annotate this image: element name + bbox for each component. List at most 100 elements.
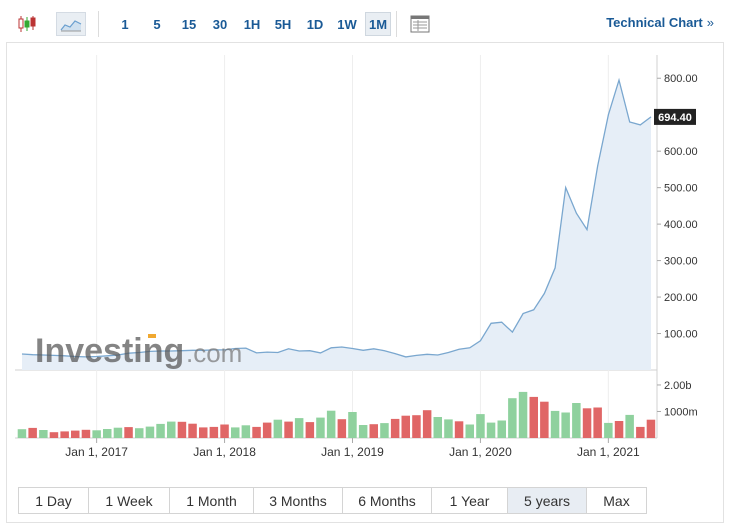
price-point bbox=[256, 352, 258, 354]
volume-bar bbox=[17, 429, 27, 438]
timeframe-5h-button[interactable]: 5H bbox=[274, 16, 292, 32]
volume-bar bbox=[636, 426, 645, 438]
price-tick-label: 800.00 bbox=[664, 73, 698, 85]
x-tick-label: Jan 1, 2019 bbox=[321, 445, 384, 459]
volume-bar bbox=[646, 419, 656, 438]
price-point bbox=[384, 350, 386, 352]
price-point bbox=[533, 309, 535, 311]
volume-bar bbox=[348, 412, 357, 438]
price-point bbox=[309, 350, 311, 352]
volume-bar bbox=[358, 425, 368, 438]
volume-bar bbox=[476, 414, 485, 438]
volume-bar bbox=[60, 431, 69, 438]
volume-bar bbox=[422, 410, 432, 438]
timeframe-1d-button[interactable]: 1D bbox=[306, 16, 324, 32]
investing-watermark: Investing .com bbox=[35, 332, 242, 370]
price-point bbox=[490, 323, 492, 325]
toolbar-separator bbox=[396, 11, 397, 37]
volume-bar bbox=[390, 418, 400, 438]
range-3-months-button[interactable]: 3 Months bbox=[254, 488, 343, 513]
volume-bar bbox=[156, 423, 165, 438]
volume-tick-label: 2.00b bbox=[664, 380, 692, 392]
price-chart[interactable]: Investing .com Jan 1, 2017 Jan 1, 2018 Jan… bbox=[0, 0, 730, 480]
price-point bbox=[405, 356, 407, 358]
volume-bar bbox=[369, 424, 378, 438]
watermark-suffix: .com bbox=[186, 338, 242, 368]
price-point bbox=[640, 124, 642, 126]
x-tick-label: Jan 1, 2021 bbox=[577, 445, 640, 459]
volume-bar bbox=[49, 432, 59, 438]
range-5-years-button[interactable]: 5 years bbox=[508, 488, 587, 513]
x-tick-label: Jan 1, 2018 bbox=[193, 445, 256, 459]
price-point bbox=[554, 267, 556, 269]
range-1-month-button[interactable]: 1 Month bbox=[170, 488, 254, 513]
price-point bbox=[597, 165, 599, 167]
timeframe-1h-button[interactable]: 1H bbox=[243, 16, 261, 32]
price-point bbox=[426, 354, 428, 356]
range-1-day-button[interactable]: 1 Day bbox=[19, 488, 89, 513]
timeframe-15-button[interactable]: 15 bbox=[181, 16, 197, 32]
x-tick-label: Jan 1, 2017 bbox=[65, 445, 128, 459]
price-point bbox=[469, 347, 471, 349]
price-point bbox=[362, 350, 364, 352]
price-point bbox=[298, 350, 300, 352]
table-view-icon[interactable] bbox=[407, 12, 433, 36]
volume-bar bbox=[540, 401, 549, 438]
volume-bar bbox=[486, 422, 496, 438]
volume-bar bbox=[284, 421, 293, 438]
volume-bar bbox=[433, 417, 442, 438]
price-point bbox=[480, 340, 482, 342]
volume-bar bbox=[316, 417, 325, 438]
volume-bar bbox=[508, 398, 517, 438]
price-point bbox=[565, 187, 567, 189]
volume-bar bbox=[625, 414, 634, 438]
volume-bar bbox=[572, 403, 581, 438]
volume-tick-label: 1000m bbox=[664, 406, 698, 418]
technical-chart-label: Technical Chart bbox=[606, 15, 703, 30]
volume-bar bbox=[188, 423, 197, 438]
volume-bar bbox=[454, 421, 464, 438]
price-point bbox=[32, 354, 34, 356]
price-point bbox=[330, 347, 332, 349]
timeframe-1w-button[interactable]: 1W bbox=[337, 16, 357, 32]
volume-bar bbox=[103, 429, 112, 438]
price-point bbox=[458, 348, 460, 350]
timeframe-30-button[interactable]: 30 bbox=[212, 16, 228, 32]
range-1-week-button[interactable]: 1 Week bbox=[89, 488, 170, 513]
price-point bbox=[394, 353, 396, 355]
price-point bbox=[618, 79, 620, 81]
timeframe-1-button[interactable]: 1 bbox=[121, 16, 129, 32]
price-tick-label: 300.00 bbox=[664, 256, 698, 268]
range-max-button[interactable]: Max bbox=[587, 488, 646, 513]
price-point bbox=[266, 351, 268, 353]
volume-bar bbox=[294, 418, 304, 438]
range-6-months-button[interactable]: 6 Months bbox=[343, 488, 432, 513]
chart-toolbar: Technical Chart» 1 5 15 30 1H 5H 1D 1W 1M bbox=[6, 5, 724, 43]
watermark-accent bbox=[148, 334, 156, 338]
volume-bar bbox=[209, 426, 219, 438]
price-point bbox=[352, 348, 354, 350]
volume-bar bbox=[412, 415, 421, 438]
candlestick-icon[interactable] bbox=[14, 12, 40, 36]
volume-bar bbox=[177, 421, 187, 438]
range-1-year-button[interactable]: 1 Year bbox=[432, 488, 508, 513]
price-point bbox=[629, 121, 631, 123]
price-point bbox=[288, 348, 290, 350]
volume-bar bbox=[529, 396, 538, 438]
last-price-badge: 694.40 bbox=[654, 108, 696, 125]
volume-bar bbox=[465, 424, 474, 438]
price-tick-label: 100.00 bbox=[664, 329, 698, 341]
volume-bar bbox=[593, 407, 602, 438]
technical-chart-link[interactable]: Technical Chart» bbox=[606, 15, 714, 30]
volume-bar bbox=[614, 421, 624, 438]
volume-bar bbox=[167, 421, 176, 438]
price-point bbox=[277, 352, 279, 354]
price-point bbox=[501, 321, 503, 323]
volume-bar bbox=[145, 426, 155, 438]
price-point bbox=[512, 331, 514, 333]
timeframe-1m-button[interactable]: 1M bbox=[365, 12, 391, 36]
timeframe-5-button[interactable]: 5 bbox=[153, 16, 161, 32]
area-chart-icon[interactable] bbox=[56, 12, 86, 36]
chart-area[interactable]: Investing .com Jan 1, 2017 Jan 1, 2018 Jan… bbox=[0, 0, 730, 485]
price-tick-label: 500.00 bbox=[664, 183, 698, 195]
